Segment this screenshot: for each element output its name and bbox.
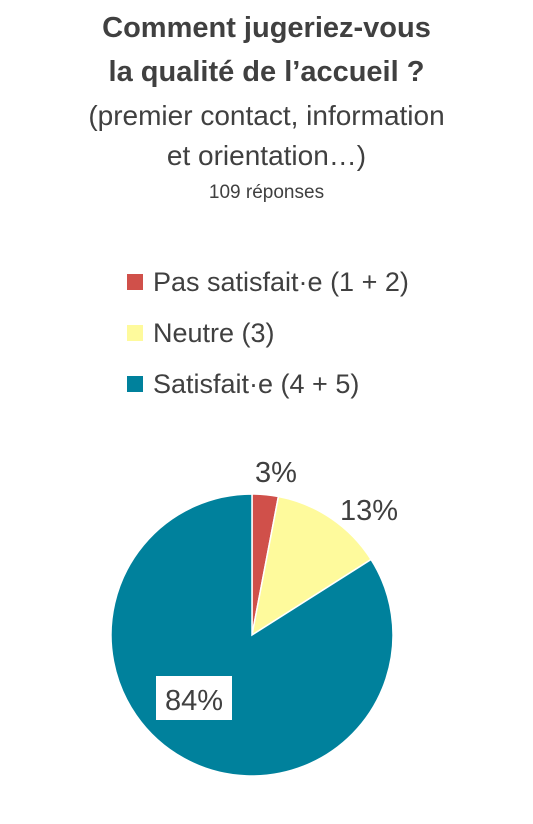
- legend-label-neutre: Neutre (3): [153, 317, 275, 348]
- response-count: 109 réponses: [208, 182, 325, 203]
- data-label-pas-satisfait: 3%: [255, 457, 297, 489]
- legend-swatch-pas-satisfait: [127, 274, 143, 290]
- data-label-satisfait: 84%: [165, 685, 223, 717]
- legend-label-pas-satisfait: Pas satisfait·e (1 + 2): [153, 266, 409, 297]
- legend-item-satisfait: Satisfait·e (4 + 5): [127, 368, 359, 400]
- legend-item-pas-satisfait: Pas satisfait·e (1 + 2): [127, 266, 409, 298]
- legend-label-satisfait: Satisfait·e (4 + 5): [153, 368, 360, 399]
- chart-subtitle-line-2: et orientation…): [166, 140, 367, 171]
- chart-title-line-1: Comment jugeriez-vous: [102, 12, 431, 44]
- legend-swatch-neutre: [127, 325, 143, 341]
- data-label-box-satisfait: [156, 676, 232, 720]
- legend-swatch-satisfait: [127, 376, 143, 392]
- data-label-neutre: 13%: [340, 495, 398, 527]
- legend-item-neutre: Neutre (3): [127, 317, 275, 349]
- pie-slice-neutre: [250, 495, 373, 637]
- chart-title-line-2: la qualité de l’accueil ?: [108, 56, 425, 88]
- chart-subtitle-line-1: (premier contact, information: [88, 100, 445, 131]
